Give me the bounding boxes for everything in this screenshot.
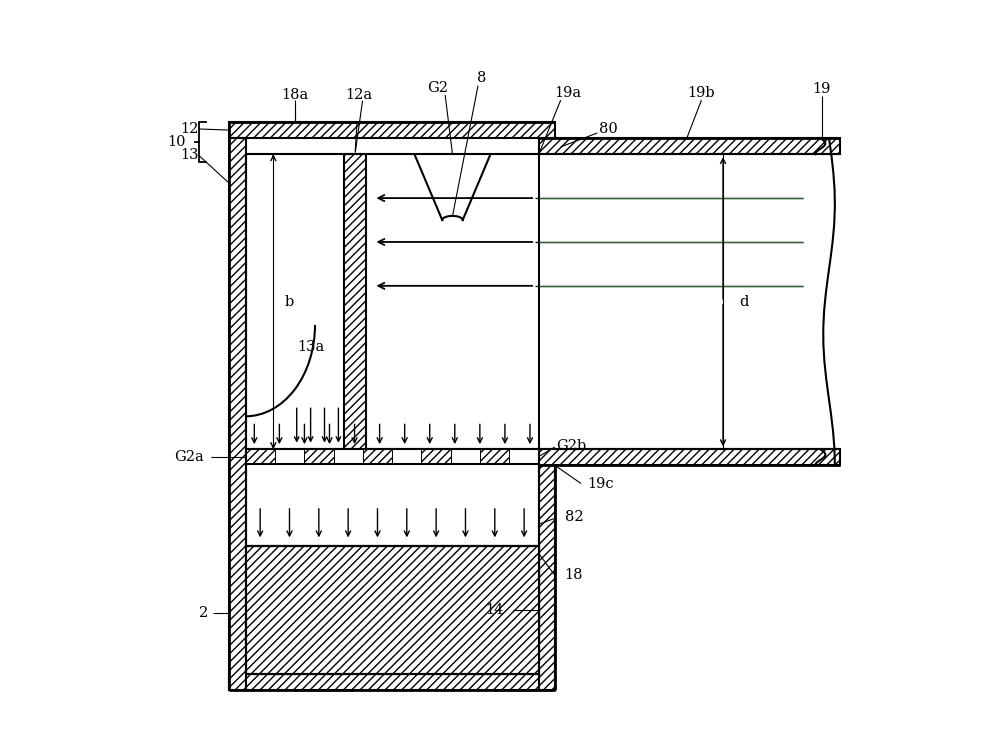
- Bar: [480, 449, 509, 464]
- Bar: [304, 449, 334, 464]
- Text: 8: 8: [477, 71, 486, 85]
- Text: 19: 19: [813, 82, 831, 96]
- Text: 12: 12: [180, 122, 198, 136]
- Text: 80: 80: [599, 123, 618, 137]
- Bar: [246, 449, 275, 464]
- Text: 13a: 13a: [298, 340, 325, 354]
- Bar: [229, 138, 246, 690]
- Text: G2: G2: [427, 81, 448, 95]
- Text: 18: 18: [565, 568, 583, 582]
- Bar: [451, 449, 480, 464]
- Text: 18a: 18a: [282, 88, 309, 102]
- Bar: [509, 449, 539, 464]
- Text: 19a: 19a: [554, 86, 582, 100]
- Bar: [344, 154, 366, 449]
- Text: 82: 82: [565, 510, 583, 524]
- Text: 10: 10: [168, 135, 186, 149]
- Text: 19b: 19b: [688, 86, 715, 100]
- Bar: [363, 449, 392, 464]
- Bar: [246, 546, 539, 674]
- Text: G2a: G2a: [174, 449, 204, 464]
- Bar: [539, 138, 840, 154]
- Text: 14: 14: [486, 603, 504, 617]
- Bar: [421, 449, 451, 464]
- Text: 19c: 19c: [588, 476, 614, 490]
- Bar: [246, 449, 539, 464]
- Text: b: b: [285, 295, 294, 309]
- Bar: [229, 122, 555, 138]
- Bar: [392, 449, 421, 464]
- Bar: [229, 674, 555, 690]
- Text: 12a: 12a: [345, 88, 372, 102]
- Bar: [539, 449, 840, 465]
- Text: 2: 2: [199, 606, 208, 620]
- Text: G2b: G2b: [557, 439, 587, 453]
- Bar: [275, 449, 304, 464]
- Bar: [334, 449, 363, 464]
- Text: 13: 13: [180, 148, 198, 162]
- Bar: [246, 546, 539, 674]
- Text: d: d: [739, 295, 748, 309]
- Bar: [539, 465, 555, 690]
